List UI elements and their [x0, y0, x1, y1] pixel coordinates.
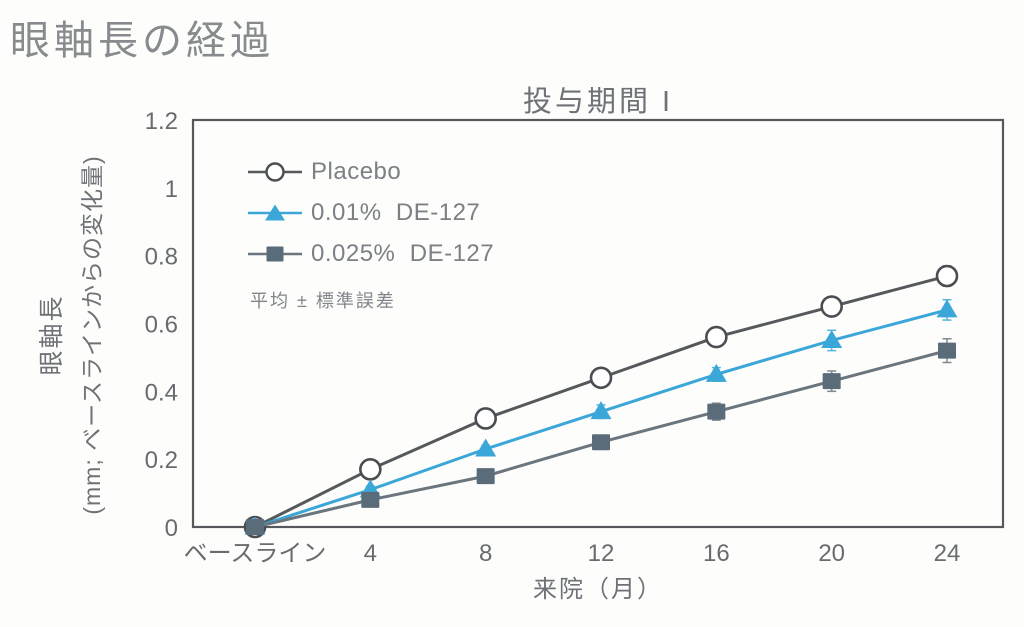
x-tick-label: 20 — [818, 540, 845, 567]
y-tick-label: 0.6 — [145, 312, 178, 339]
legend: Placebo 0.01% DE-127 0.025% DE-127 平均 ± … — [248, 158, 494, 313]
chart-title: 投与期間 I — [522, 86, 674, 118]
data-point-square — [361, 491, 380, 508]
series-de127-001 — [244, 299, 958, 535]
legend-item-placebo: Placebo — [248, 158, 494, 186]
series-placebo — [243, 264, 959, 539]
x-tick-label: 8 — [479, 540, 492, 567]
data-point-circle — [474, 407, 497, 430]
data-point-square — [246, 519, 264, 535]
y-tick-label: 0.4 — [145, 379, 178, 406]
legend-label-placebo: Placebo — [311, 158, 402, 185]
data-point-square — [822, 373, 841, 390]
de127-001-legend-marker-icon — [248, 204, 302, 221]
legend-item-de127-0025: 0.025% DE-127 — [248, 240, 494, 268]
x-tick-label: 4 — [364, 540, 377, 567]
plot-frame — [191, 118, 1005, 529]
data-point-square — [476, 468, 495, 485]
x-tick-label: 16 — [703, 540, 730, 567]
data-point-triangle — [821, 329, 843, 348]
legend-note: 平均 ± 標準誤差 — [250, 291, 396, 311]
y-tick-label: 1.2 — [145, 108, 178, 135]
data-point-circle — [820, 295, 843, 318]
legend-label-de127-001: 0.01% DE-127 — [311, 199, 481, 226]
data-point-triangle — [475, 438, 497, 457]
legend-item-de127-001: 0.01% DE-127 — [248, 199, 494, 227]
de127-0025-legend-square — [266, 246, 284, 262]
data-point-circle — [589, 366, 613, 390]
data-point-triangle — [705, 363, 727, 382]
data-point-square — [937, 342, 956, 359]
data-point-circle — [935, 264, 959, 288]
de127-0025-legend-marker-icon — [248, 246, 302, 262]
x-axis-tick-labels: ベースライン 4 8 12 16 20 24 — [184, 540, 961, 567]
x-tick-label: ベースライン — [184, 540, 327, 567]
page-title: 眼軸長の経過 — [10, 19, 274, 63]
data-point-circle — [705, 325, 728, 349]
y-tick-label: 0.2 — [145, 447, 178, 474]
y-axis-tick-labels: 0 0.2 0.4 0.6 0.8 1 1.2 — [145, 108, 178, 542]
data-point-circle — [359, 458, 382, 481]
y-tick-label: 0.8 — [145, 244, 178, 271]
placebo-legend-circle — [265, 162, 285, 182]
data-point-triangle — [936, 299, 958, 318]
series-de127-0025 — [246, 338, 956, 535]
data-point-triangle — [590, 401, 612, 420]
y-tick-label: 0 — [165, 515, 178, 542]
data-point-square — [591, 434, 610, 451]
x-axis-title: 来院（月） — [533, 576, 663, 603]
placebo-legend-marker-icon — [248, 162, 302, 182]
x-tick-label: 24 — [934, 540, 961, 567]
data-point-square — [707, 403, 726, 420]
de127-001-legend-triangle — [265, 204, 285, 221]
y-tick-label: 1 — [165, 176, 178, 203]
x-tick-label: 12 — [588, 540, 615, 567]
legend-label-de127-0025: 0.025% DE-127 — [311, 240, 495, 267]
